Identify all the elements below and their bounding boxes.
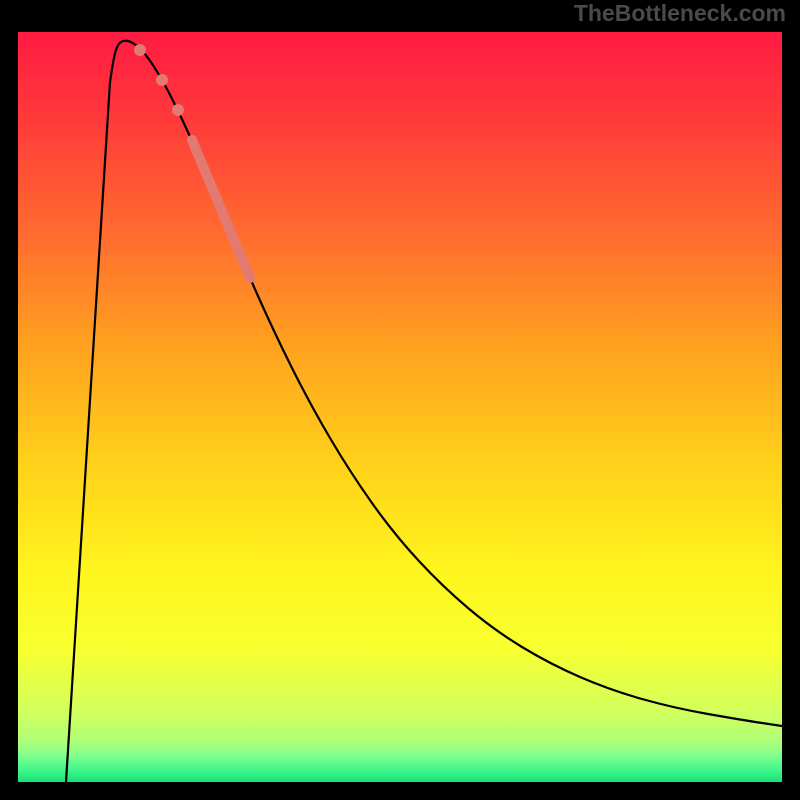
highlight-dot [172,104,184,116]
chart-stage: TheBottleneck.com [0,0,800,800]
highlight-dots [134,44,184,116]
plot-area [18,32,782,782]
curve-layer [18,32,782,782]
highlight-dot [134,44,146,56]
watermark-text: TheBottleneck.com [574,0,786,27]
bottleneck-curve [66,41,782,782]
highlight-segment [192,140,250,278]
highlight-dot [156,74,168,86]
